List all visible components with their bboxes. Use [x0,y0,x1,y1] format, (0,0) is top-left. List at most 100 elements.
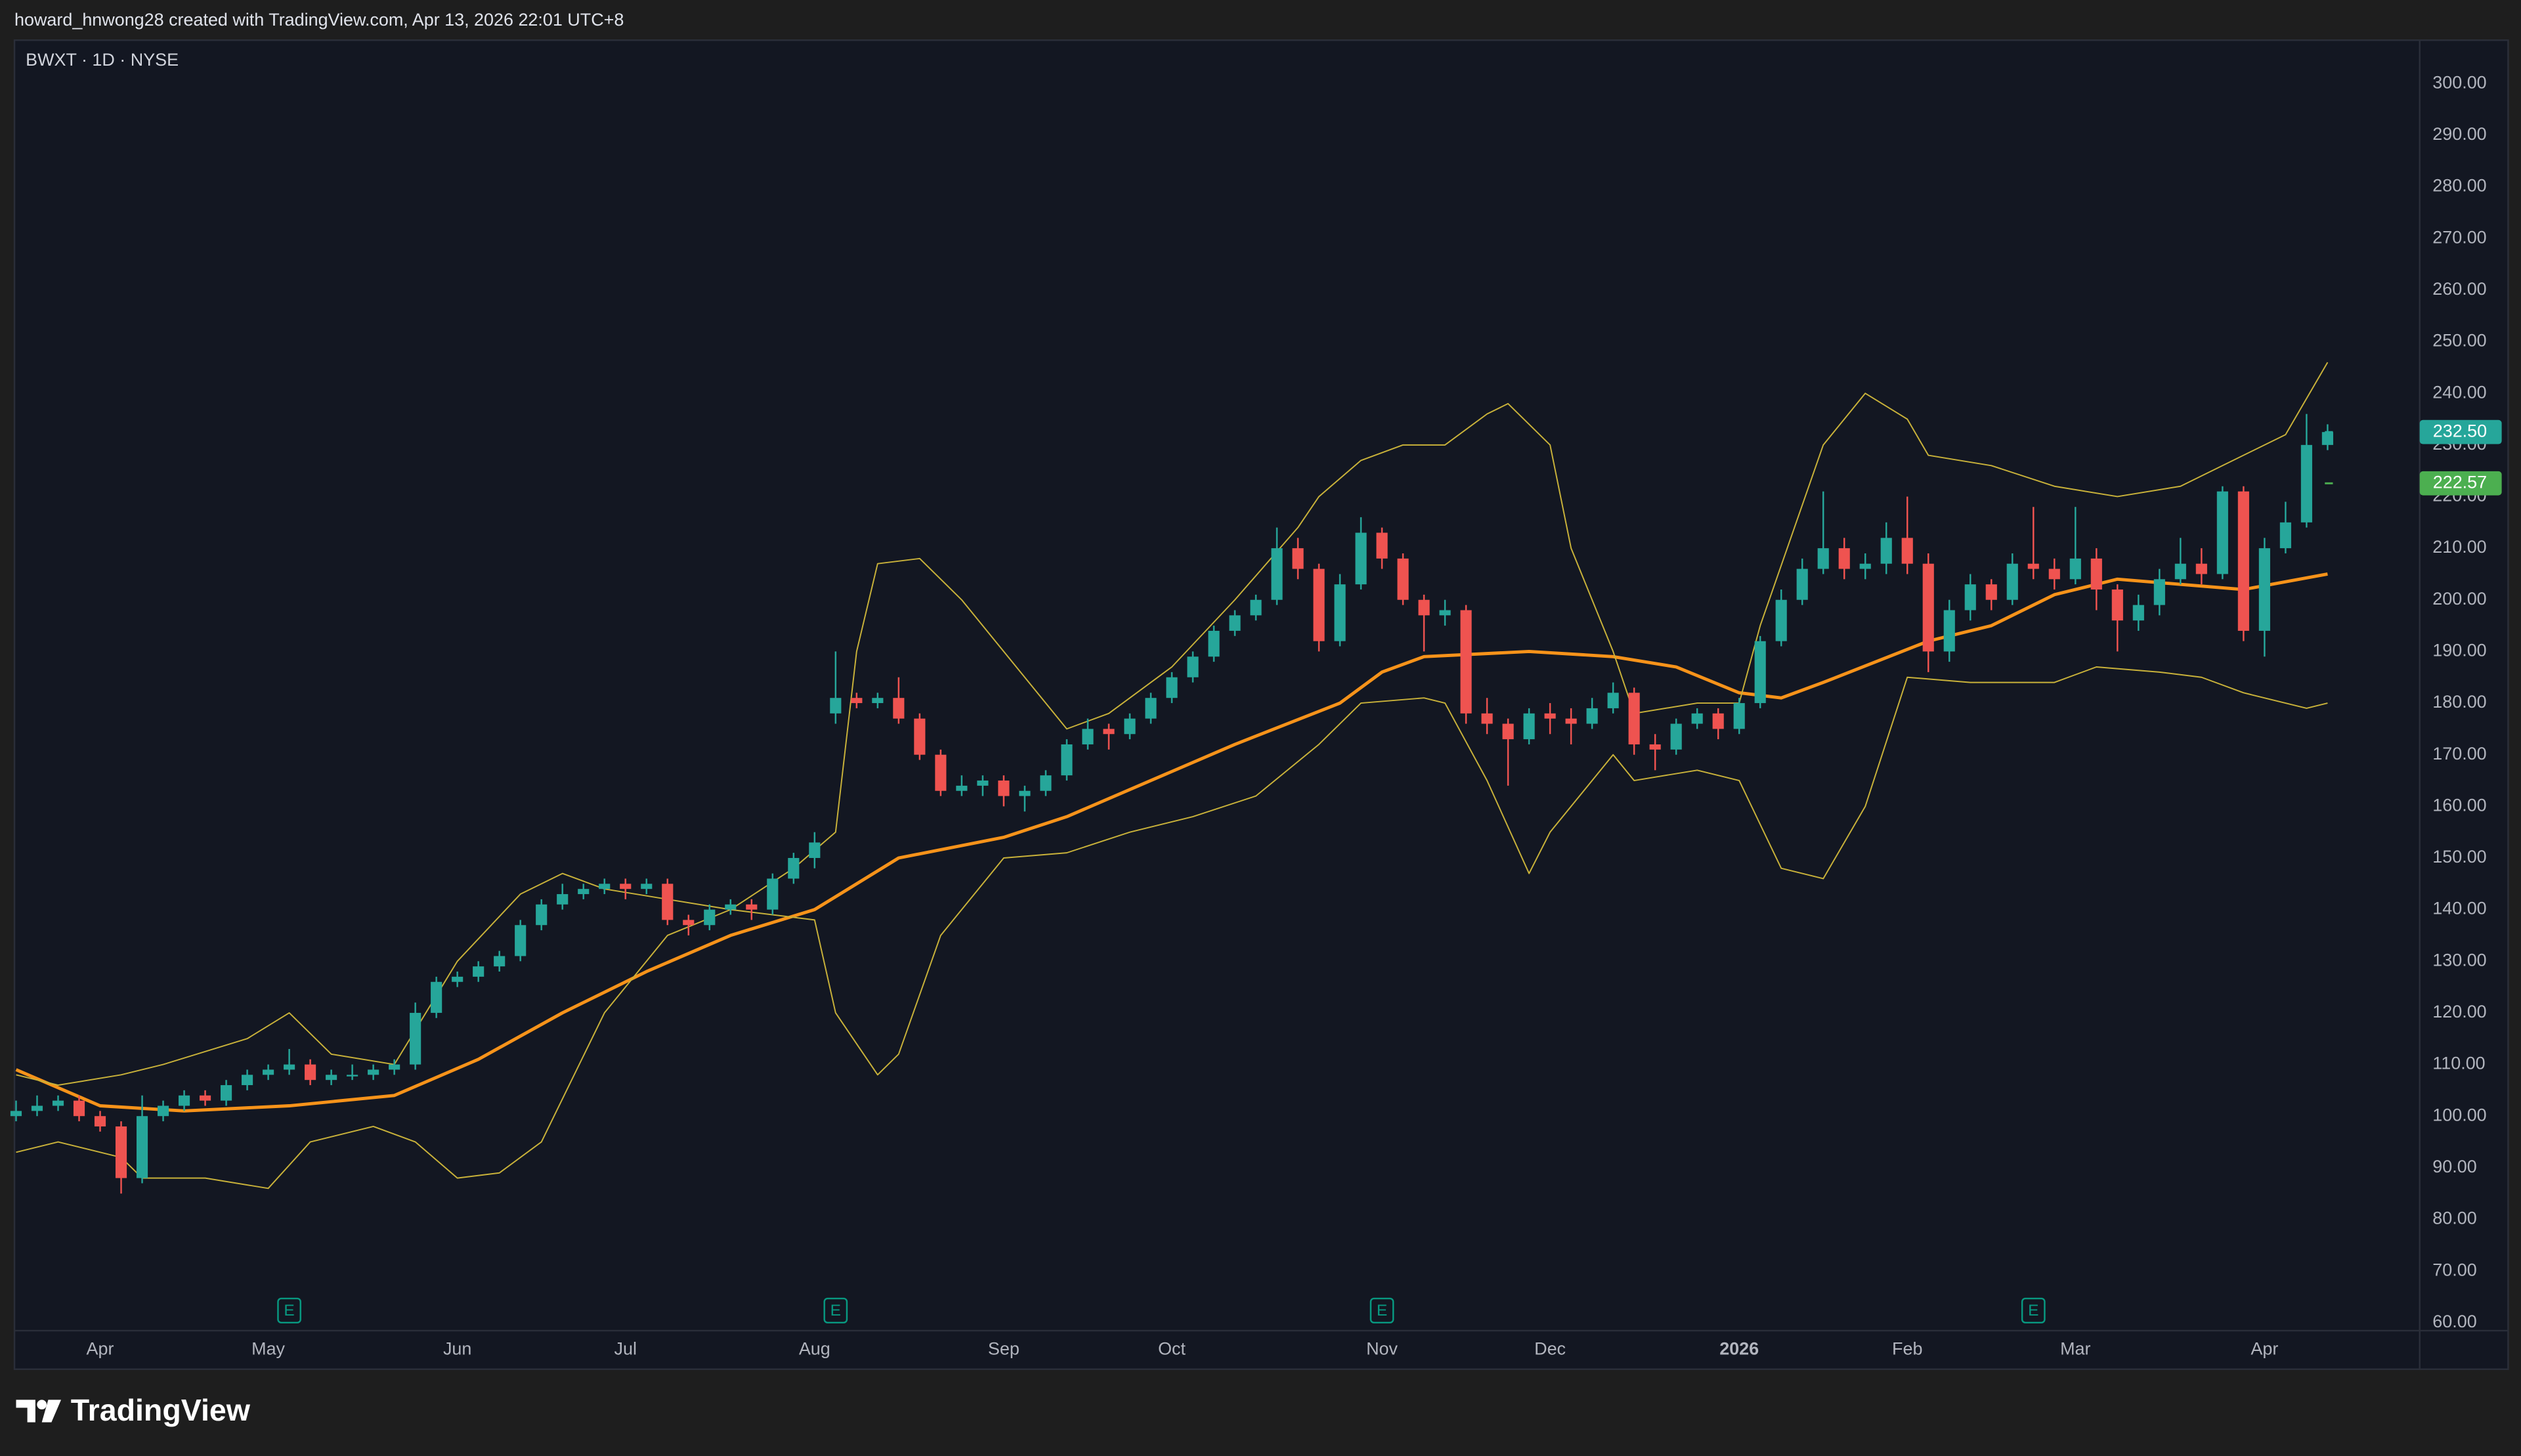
y-tick-label: 240.00 [2432,382,2486,402]
candle-body [1376,532,1388,559]
price-label-box [2419,471,2502,496]
candle-body [2132,605,2144,621]
candle-body [1754,641,1766,704]
plot: 60.00 70.00 80.00 90.00 100.00 110.00 120.00 13… [10,72,2502,1359]
candle-body [2027,563,2039,569]
candle-body [410,1012,421,1065]
x-tick-label: Jul [614,1339,637,1359]
x-tick-label: Sep [988,1339,1020,1359]
candle-body [1082,729,1094,744]
candle-body [1061,744,1073,776]
candle-body [2153,579,2165,605]
y-tick-label: 290.00 [2432,124,2486,144]
candle-body [1880,538,1892,564]
candle-body [1712,713,1724,729]
candle-body [557,894,569,905]
candle-body [1964,584,1976,610]
candle-body [599,884,611,889]
x-tick-label: Apr [87,1339,114,1359]
candle-body [1817,548,1829,569]
candle-body [2069,558,2081,580]
logo-mark [41,1400,62,1423]
y-tick-label: 120.00 [2432,1002,2486,1021]
candle-body [1166,677,1178,698]
candle-body [1523,713,1535,740]
candle-body [1838,548,1850,569]
candle-body [52,1100,64,1106]
candle-body [326,1075,337,1081]
candle-body [515,925,527,956]
y-tick-label: 110.00 [2432,1054,2485,1073]
y-tick-label: 170.00 [2432,744,2486,763]
candle-body [263,1069,274,1075]
y-tick-label: 180.00 [2432,692,2486,712]
candle-body [2090,558,2102,590]
candle-body [872,698,884,704]
candle-body [1775,599,1787,641]
candle-body [1313,568,1325,641]
candle-body [1502,723,1514,740]
x-tick-label: Oct [1158,1339,1186,1359]
candle-body [1544,713,1556,719]
candle-body [284,1064,295,1070]
candle-body [1124,718,1136,735]
candle-body [914,718,926,755]
candle-body [1418,599,1430,616]
y-tick-label: 150.00 [2432,847,2486,867]
candle-body [683,920,695,926]
candle-body [157,1105,169,1117]
candle-body [94,1116,106,1126]
x-tick-label: Mar [2060,1339,2090,1359]
candle-body [2321,432,2333,445]
candle-body [221,1085,232,1101]
candle-body [641,884,653,889]
candle-body [2006,563,2018,600]
symbol-title: BWXT · 1D · NYSE [26,50,179,70]
candle-body [494,956,506,967]
logo-mark [16,1400,35,1423]
candle-body [2048,568,2060,580]
tradingview-logo: TradingView [16,1393,251,1427]
y-tick-label: 260.00 [2432,279,2486,299]
candle-body [73,1100,85,1117]
candle-body [620,884,632,889]
candle-body [809,842,821,858]
candle-body [1670,723,1682,750]
candle-body [1733,703,1745,729]
candle-body [851,698,863,704]
candle-body [2111,589,2123,621]
candle-body [31,1105,43,1111]
candle-body [1607,693,1619,708]
candle-body [1943,610,1955,652]
candle-body [1271,548,1283,600]
logo-mark [37,1400,47,1410]
y-tick-label: 90.00 [2432,1157,2476,1176]
candle-body [115,1126,127,1178]
y-tick-label: 190.00 [2432,641,2486,660]
event-marker [1369,1297,1394,1324]
candle-body [1922,563,1934,652]
candle-body [305,1064,316,1081]
event-label: E [2028,1302,2038,1319]
price-label-box [2419,419,2502,444]
x-tick-label: May [251,1339,285,1359]
x-tick-label: Nov [1366,1339,1398,1359]
candle-body [536,904,548,926]
candle-body [1187,656,1199,677]
indicator-line [16,362,2329,1086]
price-label: 232.50 [2433,421,2487,440]
y-tick-label: 60.00 [2432,1312,2476,1331]
event-label: E [830,1302,841,1319]
candle-body [1985,584,1997,600]
y-tick-label: 160.00 [2432,795,2486,815]
candle-body [1628,693,1640,744]
y-tick-label: 300.00 [2432,72,2486,92]
candle-body [1292,548,1304,569]
candle-body [1040,775,1052,791]
candle-body [578,889,590,895]
candle-body [242,1075,253,1086]
candle-body [1460,610,1472,714]
candle-body [10,1111,22,1117]
candle-body [136,1116,148,1178]
